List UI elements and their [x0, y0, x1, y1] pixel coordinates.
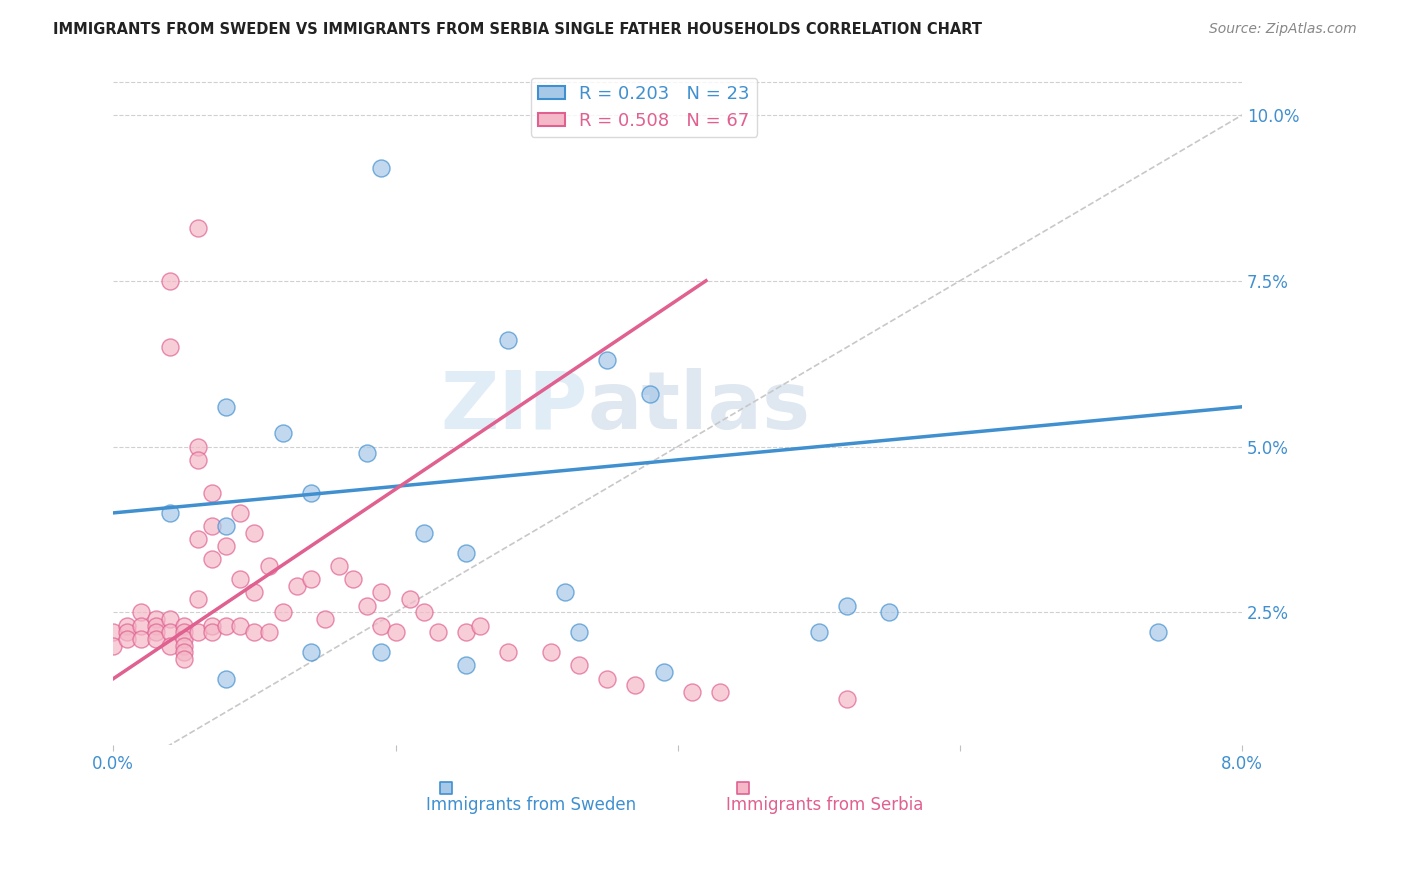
Point	[370, 645, 392, 659]
Point	[145, 618, 167, 632]
Point	[173, 645, 195, 659]
Point	[145, 612, 167, 626]
Point	[681, 685, 703, 699]
Point	[299, 572, 322, 586]
Point	[187, 592, 209, 607]
Point	[229, 506, 252, 520]
Text: IMMIGRANTS FROM SWEDEN VS IMMIGRANTS FROM SERBIA SINGLE FATHER HOUSEHOLDS CORREL: IMMIGRANTS FROM SWEDEN VS IMMIGRANTS FRO…	[53, 22, 983, 37]
Point	[807, 625, 830, 640]
Point	[159, 274, 181, 288]
Point	[271, 426, 294, 441]
Point	[187, 453, 209, 467]
Point	[103, 639, 125, 653]
Point	[117, 625, 139, 640]
Point	[187, 220, 209, 235]
Point	[470, 618, 492, 632]
Point	[370, 585, 392, 599]
Point	[652, 665, 675, 679]
Point	[173, 652, 195, 666]
Point	[554, 585, 576, 599]
Point	[173, 625, 195, 640]
Text: ZIP: ZIP	[440, 368, 588, 446]
Point	[398, 592, 420, 607]
Point	[426, 625, 449, 640]
Point	[187, 625, 209, 640]
Point	[215, 539, 238, 553]
Point	[159, 506, 181, 520]
Point	[257, 625, 280, 640]
Point	[412, 525, 434, 540]
Point	[215, 672, 238, 686]
Point	[356, 599, 378, 613]
Point	[103, 625, 125, 640]
Point	[328, 558, 350, 573]
Point	[243, 625, 266, 640]
Point	[454, 658, 477, 673]
Text: Immigrants from Serbia: Immigrants from Serbia	[725, 796, 924, 814]
Point	[271, 606, 294, 620]
Point	[370, 618, 392, 632]
Point	[314, 612, 336, 626]
Point	[568, 658, 591, 673]
Point	[285, 579, 308, 593]
Point	[117, 632, 139, 646]
Legend: R = 0.203   N = 23, R = 0.508   N = 67: R = 0.203 N = 23, R = 0.508 N = 67	[530, 78, 756, 137]
Point	[624, 678, 647, 692]
Point	[131, 606, 153, 620]
Point	[1146, 625, 1168, 640]
Point	[356, 446, 378, 460]
Point	[299, 645, 322, 659]
Point	[835, 691, 858, 706]
Point	[299, 486, 322, 500]
Point	[173, 639, 195, 653]
Point	[638, 386, 661, 401]
Point	[384, 625, 406, 640]
Point	[159, 612, 181, 626]
Point	[215, 519, 238, 533]
Point	[879, 606, 901, 620]
Point	[201, 552, 224, 566]
Point	[229, 618, 252, 632]
Point	[201, 618, 224, 632]
Point	[835, 599, 858, 613]
Point	[568, 625, 591, 640]
Point	[159, 625, 181, 640]
Point	[596, 672, 619, 686]
Text: Source: ZipAtlas.com: Source: ZipAtlas.com	[1209, 22, 1357, 37]
Point	[229, 572, 252, 586]
Point	[243, 525, 266, 540]
Point	[215, 618, 238, 632]
Point	[412, 606, 434, 620]
Point	[187, 440, 209, 454]
Point	[159, 340, 181, 354]
Point	[540, 645, 562, 659]
Point	[173, 632, 195, 646]
Text: atlas: atlas	[588, 368, 811, 446]
Point	[145, 625, 167, 640]
Point	[454, 625, 477, 640]
Point	[454, 546, 477, 560]
Point	[342, 572, 364, 586]
Point	[201, 486, 224, 500]
Point	[145, 632, 167, 646]
Point	[215, 400, 238, 414]
Point	[159, 639, 181, 653]
Point	[131, 632, 153, 646]
Point	[117, 618, 139, 632]
Point	[370, 161, 392, 175]
Point	[187, 533, 209, 547]
Point	[257, 558, 280, 573]
Point	[498, 334, 520, 348]
Point	[498, 645, 520, 659]
Text: Immigrants from Sweden: Immigrants from Sweden	[426, 796, 636, 814]
Point	[596, 353, 619, 368]
Point	[173, 618, 195, 632]
Point	[131, 618, 153, 632]
Point	[709, 685, 731, 699]
Point	[243, 585, 266, 599]
Point	[201, 625, 224, 640]
Point	[201, 519, 224, 533]
